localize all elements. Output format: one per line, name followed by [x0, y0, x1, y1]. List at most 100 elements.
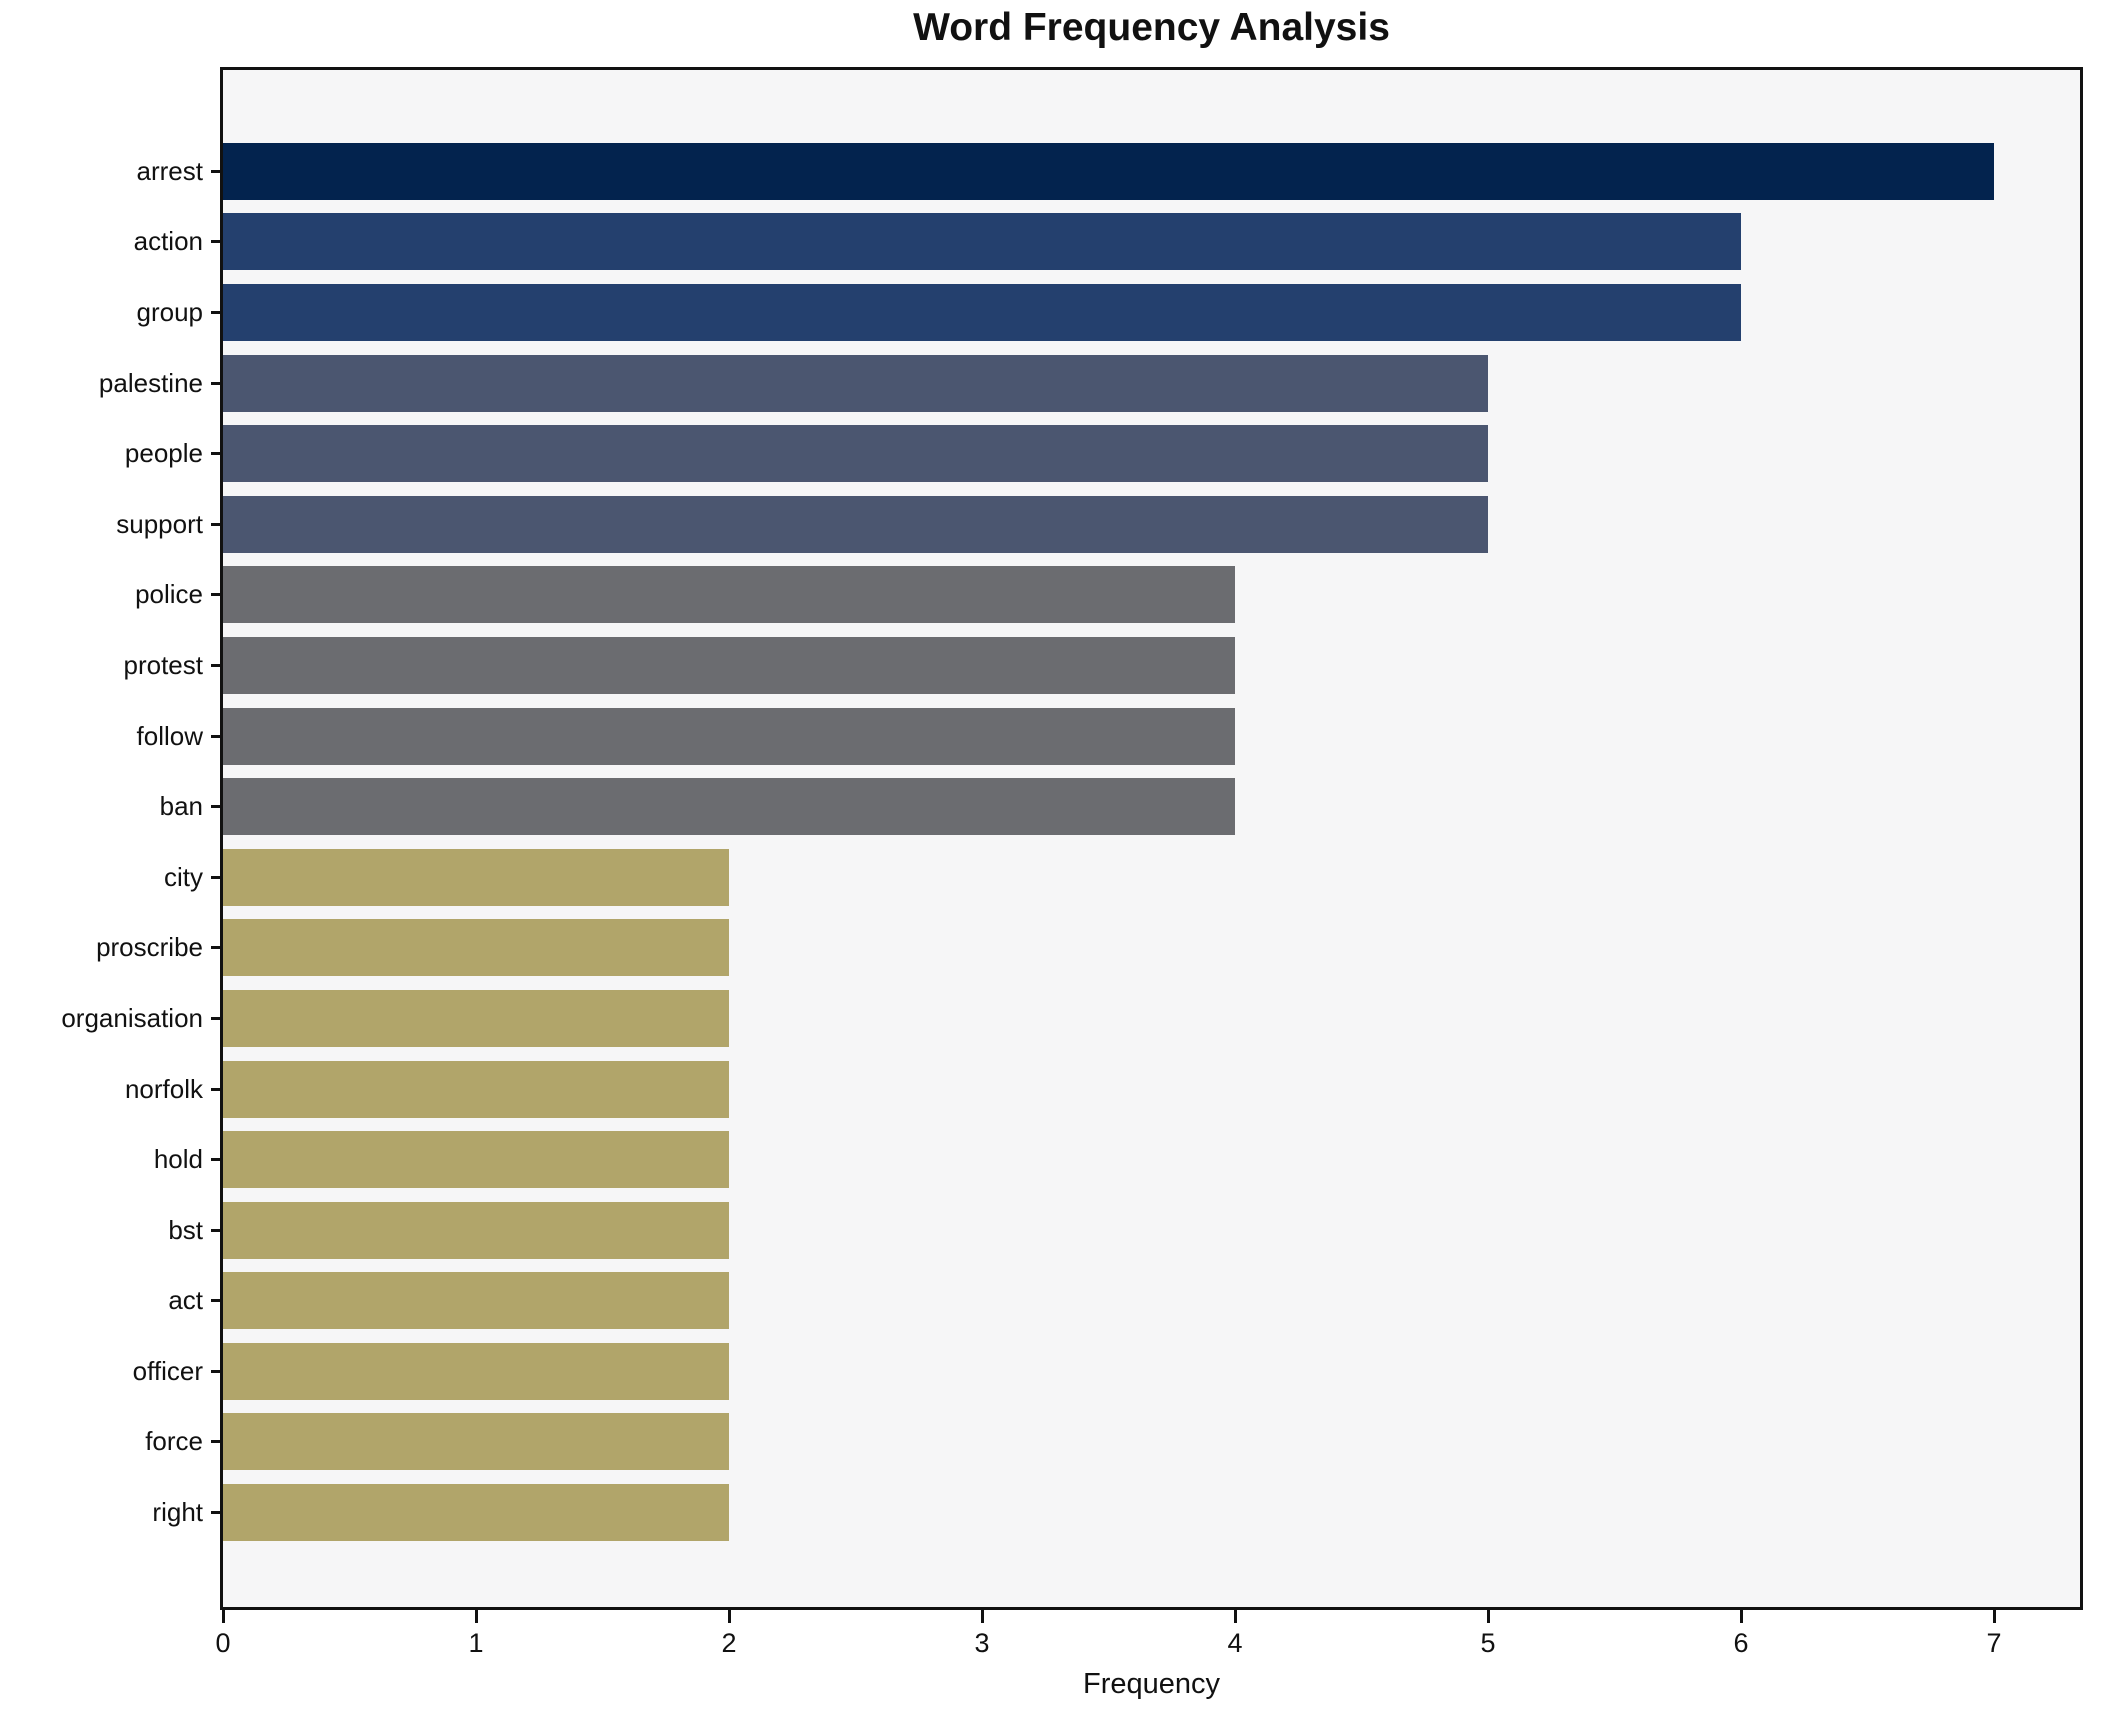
y-tick-label: proscribe	[96, 932, 203, 963]
y-tick-mark	[211, 1016, 223, 1020]
x-tick-label: 7	[1986, 1628, 2002, 1658]
bar-officer	[223, 1342, 729, 1400]
bar-row: palestine	[0, 348, 2101, 419]
bar-row: police	[0, 560, 2101, 631]
y-tick-mark	[211, 1158, 223, 1162]
bar-act	[223, 1272, 729, 1330]
y-tick-mark	[211, 522, 223, 526]
y-tick-mark	[211, 1087, 223, 1091]
x-tick-label: 0	[215, 1628, 231, 1658]
x-axis-label: Frequency	[1082, 1668, 1220, 1700]
bar-norfolk	[223, 1060, 729, 1118]
chart-title: Word Frequency Analysis	[913, 6, 1390, 49]
y-tick-mark	[211, 452, 223, 456]
y-tick-mark	[211, 240, 223, 244]
x-tick-mark	[728, 1610, 731, 1623]
bar-right	[223, 1484, 729, 1542]
y-tick-label: act	[168, 1285, 203, 1316]
bar-follow	[223, 707, 1235, 765]
x-tick-mark	[1740, 1610, 1743, 1623]
y-tick-label: organisation	[61, 1002, 203, 1033]
bar-row: people	[0, 418, 2101, 489]
bar-row: hold	[0, 1124, 2101, 1195]
bar-bst	[223, 1201, 729, 1259]
bar-row: arrest	[0, 136, 2101, 207]
bars-layer: arrest action group palestine people support p…	[0, 70, 2101, 1610]
y-tick-mark	[211, 169, 223, 173]
y-tick-label: follow	[136, 720, 203, 751]
y-tick-mark	[211, 1440, 223, 1444]
bar-row: bst	[0, 1195, 2101, 1266]
x-tick-label: 1	[468, 1628, 484, 1658]
bar-organisation	[223, 989, 729, 1047]
y-tick-mark	[211, 875, 223, 879]
y-tick-mark	[211, 381, 223, 385]
y-tick-mark	[211, 734, 223, 738]
y-tick-label: arrest	[136, 155, 203, 186]
y-tick-label: hold	[153, 1144, 203, 1175]
bar-row: city	[0, 842, 2101, 913]
bar-row: support	[0, 489, 2101, 560]
y-tick-mark	[211, 663, 223, 667]
bar-city	[223, 848, 729, 906]
bar-row: officer	[0, 1336, 2101, 1407]
bar-row: follow	[0, 701, 2101, 772]
y-tick-label: city	[164, 861, 203, 892]
bar-ban	[223, 778, 1235, 836]
y-tick-label: group	[136, 296, 204, 327]
y-tick-mark	[211, 805, 223, 809]
bar-row: action	[0, 207, 2101, 278]
x-tick-label: 4	[1227, 1628, 1243, 1658]
x-tick-mark	[1234, 1610, 1237, 1623]
x-tick-mark	[222, 1610, 225, 1623]
y-tick-mark	[211, 946, 223, 950]
bar-protest	[223, 636, 1235, 694]
x-tick-mark	[981, 1610, 984, 1623]
y-tick-label: force	[145, 1426, 203, 1457]
bar-row: ban	[0, 771, 2101, 842]
y-tick-mark	[211, 1369, 223, 1373]
y-tick-label: norfolk	[124, 1073, 203, 1104]
y-tick-label: protest	[123, 649, 204, 680]
bar-row: organisation	[0, 983, 2101, 1054]
y-tick-label: right	[152, 1497, 203, 1528]
x-tick-label: 5	[1480, 1628, 1496, 1658]
y-tick-mark	[211, 310, 223, 314]
bar-support	[223, 495, 1488, 553]
y-tick-label: bst	[168, 1214, 203, 1245]
x-tick-label: 2	[721, 1628, 737, 1658]
y-tick-mark	[211, 1228, 223, 1232]
x-axis: 0 1 2 3 4 5 6 7	[0, 1610, 2101, 1680]
bar-arrest	[223, 142, 1994, 200]
y-tick-label: officer	[132, 1355, 203, 1386]
bar-row: force	[0, 1407, 2101, 1478]
bar-row: group	[0, 277, 2101, 348]
bar-row: proscribe	[0, 913, 2101, 984]
y-tick-label: palestine	[98, 367, 203, 398]
y-tick-label: action	[133, 226, 203, 257]
y-tick-label: police	[135, 579, 203, 610]
bar-row: norfolk	[0, 1054, 2101, 1125]
bar-police	[223, 566, 1235, 624]
y-tick-label: ban	[159, 791, 203, 822]
y-tick-label: support	[116, 508, 203, 539]
bar-action	[223, 213, 1741, 271]
x-tick-mark	[1487, 1610, 1490, 1623]
bar-force	[223, 1413, 729, 1471]
y-tick-mark	[211, 593, 223, 597]
bar-palestine	[223, 354, 1488, 412]
x-tick-mark	[475, 1610, 478, 1623]
bar-proscribe	[223, 919, 729, 977]
bar-row: right	[0, 1477, 2101, 1548]
bar-group	[223, 283, 1741, 341]
y-tick-mark	[211, 1511, 223, 1515]
bar-people	[223, 425, 1488, 483]
x-tick-label: 3	[974, 1628, 990, 1658]
y-tick-mark	[211, 1299, 223, 1303]
x-tick-label: 6	[1733, 1628, 1749, 1658]
bar-hold	[223, 1131, 729, 1189]
y-tick-label: people	[124, 438, 203, 469]
x-tick-mark	[1993, 1610, 1996, 1623]
bar-row: act	[0, 1266, 2101, 1337]
